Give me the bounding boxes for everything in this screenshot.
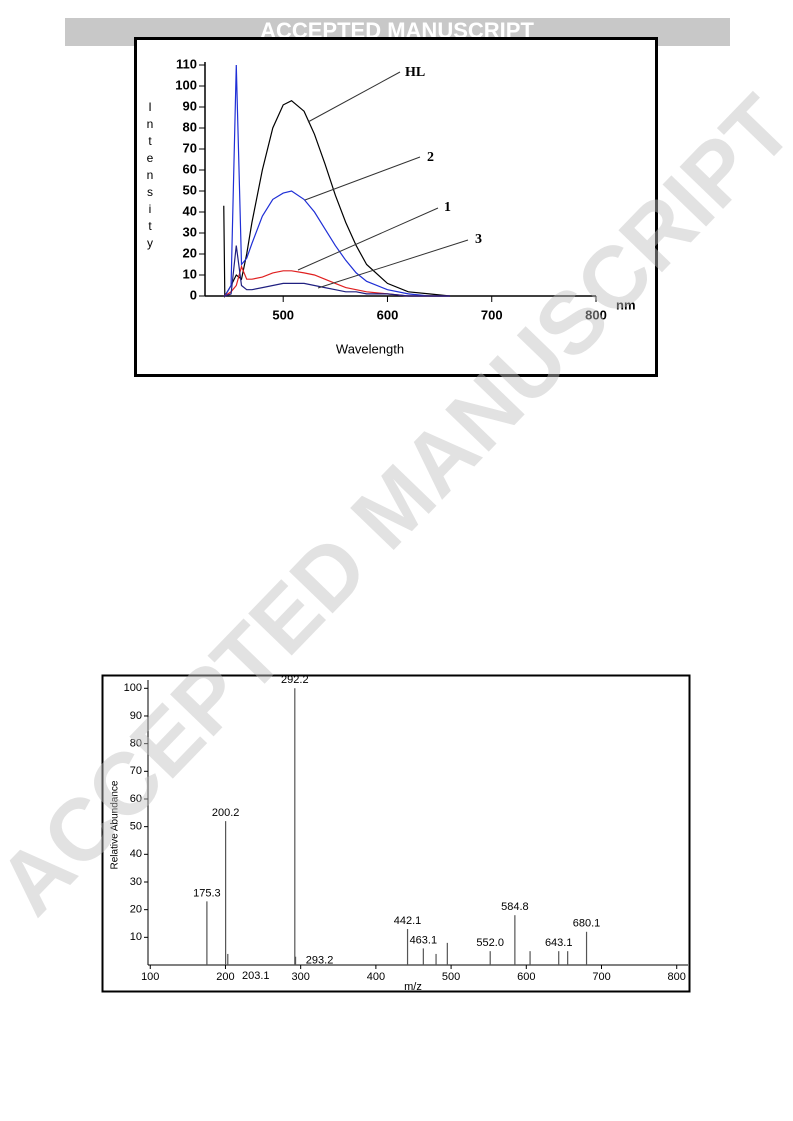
x-axis-label: m/z xyxy=(404,981,422,993)
x-tick-label: 800 xyxy=(585,307,607,322)
x-tick-label: 600 xyxy=(377,307,399,322)
x-tick-label: 200 xyxy=(216,971,234,983)
peak-label: 552.0 xyxy=(476,937,504,949)
leader-line xyxy=(317,239,469,289)
x-tick-label: 600 xyxy=(517,971,535,983)
y-axis-label: Relative Abundance xyxy=(110,780,121,869)
x-tick-label: 500 xyxy=(272,307,294,322)
y-tick-label: 10 xyxy=(183,266,197,281)
x-tick-label: 800 xyxy=(668,971,686,983)
leader-line xyxy=(297,207,439,271)
y-tick-label: 110 xyxy=(176,56,197,71)
y-tick-label: 20 xyxy=(183,245,197,260)
figure-frame xyxy=(134,37,658,377)
peak-label: 175.3 xyxy=(193,887,221,899)
y-tick-label: 50 xyxy=(130,821,142,833)
y-tick-label: 80 xyxy=(130,738,142,750)
series-label: 2 xyxy=(427,150,434,165)
leader-line xyxy=(307,71,401,123)
x-tick-label: 700 xyxy=(592,971,610,983)
series-line xyxy=(223,264,451,297)
x-axis-label: Wavelength xyxy=(336,341,404,356)
y-tick-label: 70 xyxy=(130,765,142,777)
y-tick-label: 60 xyxy=(183,161,197,176)
peak-label: 463.1 xyxy=(410,934,438,946)
y-tick-label: 90 xyxy=(183,98,197,113)
y-tick-label: 40 xyxy=(183,203,197,218)
series-label: 3 xyxy=(475,232,482,247)
y-tick-label: 60 xyxy=(130,793,142,805)
series-label: 1 xyxy=(444,200,451,215)
chart-1: 0 10 20 30 40 50 60 70 80 90 100 110 500 600 700 800 nm W… xyxy=(143,56,636,356)
y-tick-label: 90 xyxy=(130,710,142,722)
peak-label: 293.2 xyxy=(306,955,334,967)
peak-label: 680.1 xyxy=(573,918,601,930)
y-tick-label: 10 xyxy=(130,931,142,943)
series-line xyxy=(223,245,451,297)
y-tick-label: 100 xyxy=(124,682,142,694)
x-tick-label: 300 xyxy=(291,971,309,983)
peak-label: 292.2 xyxy=(281,674,309,686)
peak-label: 584.8 xyxy=(501,901,529,913)
y-tick-label: 100 xyxy=(175,77,197,92)
leader-line xyxy=(304,156,421,201)
peak-label: 203.1 xyxy=(242,970,270,982)
y-tick-label: 0 xyxy=(190,287,197,302)
y-tick-label: 30 xyxy=(183,224,197,239)
y-tick-label: 30 xyxy=(130,876,142,888)
series-line xyxy=(223,64,451,297)
x-unit: nm xyxy=(616,297,636,312)
chart-2: 10 20 30 40 50 60 70 80 90 100 100 200 300 400 500 600 7… xyxy=(110,674,688,993)
peak-label: 442.1 xyxy=(394,915,422,927)
x-tick-label: 400 xyxy=(367,971,385,983)
y-tick-label: 50 xyxy=(183,182,197,197)
y-tick-label: 80 xyxy=(183,119,197,134)
y-tick-label: 20 xyxy=(130,904,142,916)
figure-frame xyxy=(101,674,691,993)
series-label: HL xyxy=(405,65,425,80)
y-tick-label: 40 xyxy=(130,848,142,860)
y-tick-label: 70 xyxy=(183,140,197,155)
x-tick-label: 100 xyxy=(141,971,159,983)
x-tick-label: 500 xyxy=(442,971,460,983)
x-tick-label: 700 xyxy=(481,307,503,322)
peak-label: 643.1 xyxy=(545,937,573,949)
peak-label: 200.2 xyxy=(212,807,240,819)
y-axis-label: Intensity xyxy=(143,100,157,253)
